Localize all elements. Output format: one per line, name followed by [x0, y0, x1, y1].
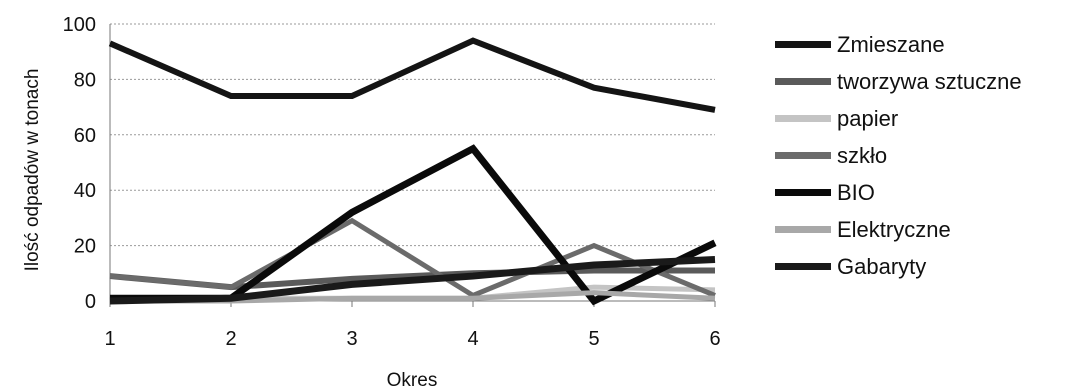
series-line-szkło [109, 217, 716, 299]
x-tick-labels: 1 2 3 4 5 6 [104, 301, 721, 350]
series-line-zmieszane [108, 37, 716, 113]
legend-swatch [775, 189, 831, 196]
x-tick-label-4: 4 [467, 328, 478, 350]
legend-item-gabaryty: Gabaryty [775, 248, 1022, 285]
legend-swatch [775, 226, 831, 233]
legend-item-szkło: szkło [775, 137, 1022, 174]
legend-label: Gabaryty [837, 254, 927, 279]
y-tick-label-20: 20 [74, 236, 96, 258]
legend-label: BIO [837, 180, 875, 205]
x-tick-label-5: 5 [588, 328, 599, 350]
legend-item-papier: papier [775, 100, 1022, 137]
series-lines [108, 37, 717, 306]
legend-label: Zmieszane [837, 32, 945, 57]
y-tick-label-40: 40 [74, 180, 96, 202]
legend-swatch [775, 41, 831, 48]
x-tick-label-6: 6 [709, 328, 720, 350]
legend-item-zmieszane: Zmieszane [775, 26, 1022, 63]
legend-item-tworzywa-sztuczne: tworzywa sztuczne [775, 63, 1022, 100]
legend-label: Elektryczne [837, 217, 951, 242]
y-tick-label-100: 100 [63, 14, 96, 36]
legend-swatch [775, 78, 831, 85]
legend-swatch [775, 152, 831, 159]
x-tick-label-2: 2 [225, 328, 236, 350]
legend-item-elektryczne: Elektryczne [775, 211, 1022, 248]
series-line-gabaryty [109, 255, 716, 305]
y-tick-labels: 0 20 40 60 80 100 [63, 14, 96, 313]
x-axis-title: Okres [387, 370, 438, 391]
y-tick-label-60: 60 [74, 125, 96, 147]
x-tick-label-3: 3 [346, 328, 357, 350]
y-tick-label-80: 80 [74, 69, 96, 91]
legend-label: szkło [837, 143, 888, 168]
x-tick-label-1: 1 [104, 328, 115, 350]
legend-label: tworzywa sztuczne [837, 69, 1022, 94]
y-axis-title: Ilość odpadów w tonach [22, 69, 43, 272]
y-tick-label-0: 0 [85, 291, 96, 313]
legend: Zmieszane tworzywa sztuczne papier szkło BIO… [775, 26, 1022, 285]
legend-swatch [775, 263, 831, 270]
legend-label: papier [837, 106, 899, 131]
legend-swatch [775, 115, 831, 122]
legend-item-bio: BIO [775, 174, 1022, 211]
